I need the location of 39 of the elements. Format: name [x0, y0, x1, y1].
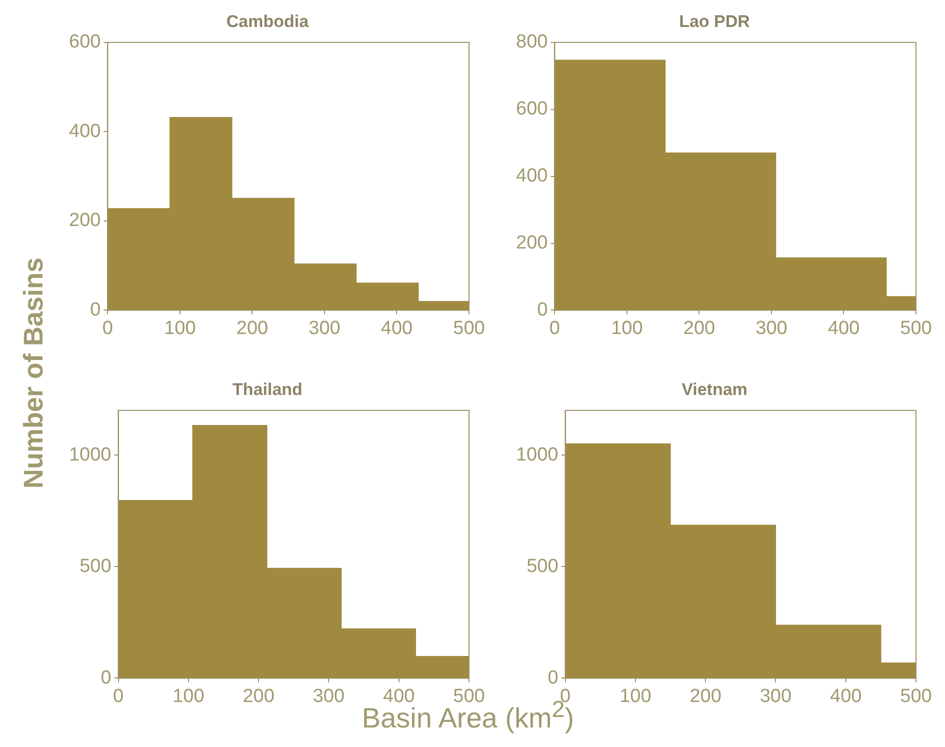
- x-tick-label: 300: [312, 686, 345, 707]
- x-tick-label: 200: [690, 686, 722, 707]
- x-tick-label: 400: [828, 318, 860, 339]
- y-tick-label: 200: [69, 210, 101, 232]
- x-tick-label: 300: [760, 686, 792, 707]
- y-tick-label: 0: [100, 667, 112, 688]
- x-tick-label: 500: [453, 318, 485, 339]
- chart-title: Thailand: [232, 380, 302, 399]
- x-tick-label: 100: [611, 318, 643, 339]
- y-axis-title: Number of Basins: [18, 257, 50, 489]
- y-tick-label: 600: [69, 32, 101, 53]
- y-tick-label: 500: [80, 556, 112, 577]
- chart-title: Vietnam: [682, 380, 748, 399]
- x-tick-label: 200: [242, 686, 274, 707]
- x-tick-label: 300: [308, 318, 340, 339]
- x-tick-label: 200: [683, 318, 716, 339]
- x-tick-label: 500: [900, 318, 932, 339]
- x-tick-label: 300: [756, 318, 788, 339]
- x-tick-label: 100: [164, 318, 196, 339]
- y-tick-label: 1000: [68, 444, 112, 466]
- x-tick-label: 200: [236, 318, 268, 339]
- chart-title: Lao PDR: [679, 12, 750, 31]
- y-tick-label: 200: [516, 232, 548, 254]
- y-tick-label: 0: [90, 299, 101, 320]
- x-tick-label: 400: [830, 686, 862, 707]
- x-tick-label: 400: [380, 318, 413, 339]
- y-tick-label: 400: [69, 120, 101, 142]
- y-tick-label: 400: [516, 166, 548, 187]
- chart-title: Cambodia: [226, 12, 310, 31]
- x-tick-label: 500: [453, 686, 485, 707]
- y-tick-label: 800: [516, 32, 548, 53]
- y-tick-label: 0: [548, 667, 558, 688]
- y-tick-label: 500: [526, 556, 558, 577]
- x-tick-label: 500: [900, 686, 932, 707]
- y-tick-label: 0: [537, 299, 548, 320]
- y-tick-label: 600: [516, 98, 548, 120]
- x-tick-label: 100: [620, 686, 652, 707]
- x-tick-label: 100: [172, 686, 204, 707]
- y-tick-label: 1000: [516, 444, 558, 466]
